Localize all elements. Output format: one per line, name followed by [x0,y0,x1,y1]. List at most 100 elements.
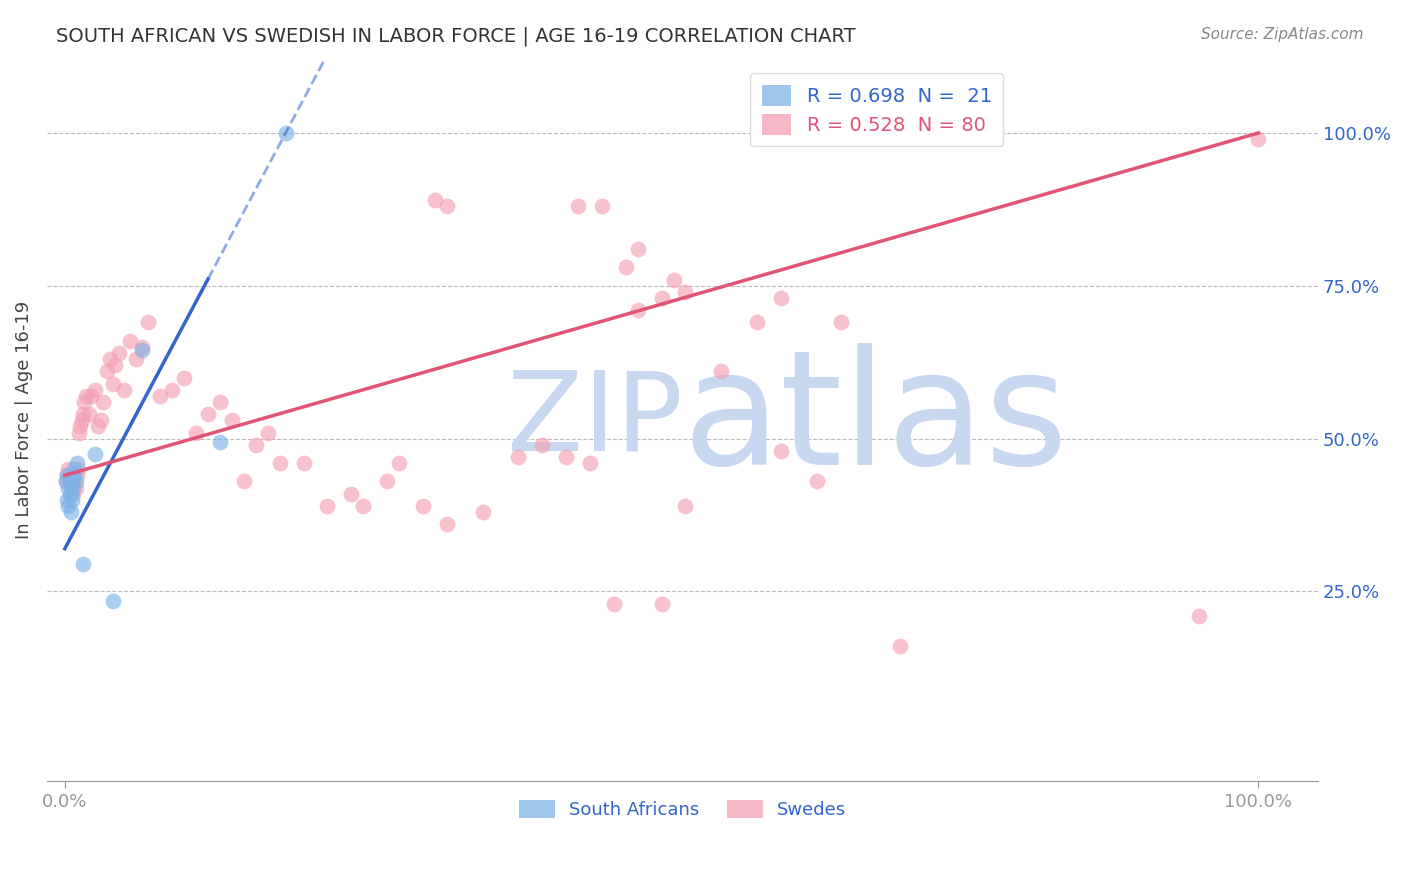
Point [184,425,207,440]
Point [60,492,83,507]
Point [412,499,434,513]
Point [107,346,129,360]
Text: SOUTH AFRICAN VS SWEDISH IN LABOR FORCE | AGE 16-19 CORRELATION CHART: SOUTH AFRICAN VS SWEDISH IN LABOR FORCE … [56,27,856,46]
Point [56,492,79,507]
Point [98,352,121,367]
Point [436,199,458,213]
Point [555,450,578,464]
Point [62,486,84,500]
Point [675,499,697,513]
Y-axis label: In Labor Force | Age 16-19: In Labor Force | Age 16-19 [15,301,32,540]
Point [745,316,768,330]
Point [55,475,77,489]
Point [72,407,94,421]
Point [67,425,90,440]
Point [340,486,363,500]
Point [83,383,105,397]
Point [101,593,124,607]
Point [710,364,733,378]
Point [316,499,339,513]
Point [131,340,153,354]
Point [104,359,127,373]
Text: ZIP: ZIP [506,367,682,474]
Point [508,450,530,464]
Point [66,456,89,470]
Point [579,456,602,470]
Point [245,438,267,452]
Point [256,425,278,440]
Point [567,199,589,213]
Point [59,486,82,500]
Point [87,419,110,434]
Point [603,597,626,611]
Point [63,468,86,483]
Point [101,376,124,391]
Point [77,407,100,421]
Point [91,395,114,409]
Point [56,468,79,483]
Point [423,193,446,207]
Point [138,316,160,330]
Point [388,456,411,470]
Point [221,413,243,427]
Point [69,419,91,434]
Point [830,126,852,140]
Point [591,199,613,213]
Point [59,468,82,483]
Point [65,475,87,489]
Point [149,389,172,403]
Point [70,413,93,427]
Point [131,343,153,357]
Text: Source: ZipAtlas.com: Source: ZipAtlas.com [1201,27,1364,42]
Point [806,475,828,489]
Point [769,443,792,458]
Point [66,468,89,483]
Point [830,316,852,330]
Point [125,352,148,367]
Point [1247,132,1270,146]
Point [73,395,96,409]
Point [63,475,86,489]
Point [120,334,142,348]
Point [56,468,79,483]
Point [232,475,254,489]
Point [65,481,87,495]
Point [208,395,231,409]
Point [269,456,291,470]
Point [675,285,697,299]
Point [1188,609,1211,624]
Point [614,260,637,275]
Point [627,242,650,256]
Point [58,475,80,489]
Point [63,462,86,476]
Point [75,389,97,403]
Point [471,505,494,519]
Point [60,481,83,495]
Point [352,499,374,513]
Point [58,462,80,476]
Point [72,557,94,571]
Point [662,273,685,287]
Point [58,499,80,513]
Point [160,383,183,397]
Legend: South Africans, Swedes: South Africans, Swedes [512,792,853,826]
Point [274,126,297,140]
Point [62,481,84,495]
Point [60,475,83,489]
Point [59,505,82,519]
Point [55,475,77,489]
Point [889,640,911,654]
Point [90,413,112,427]
Point [436,517,458,532]
Point [83,447,105,461]
Point [58,481,80,495]
Point [651,291,673,305]
Point [208,434,231,449]
Point [58,486,80,500]
Point [375,475,398,489]
Point [80,389,103,403]
Point [173,370,195,384]
Point [531,438,554,452]
Point [292,456,315,470]
Point [66,462,89,476]
